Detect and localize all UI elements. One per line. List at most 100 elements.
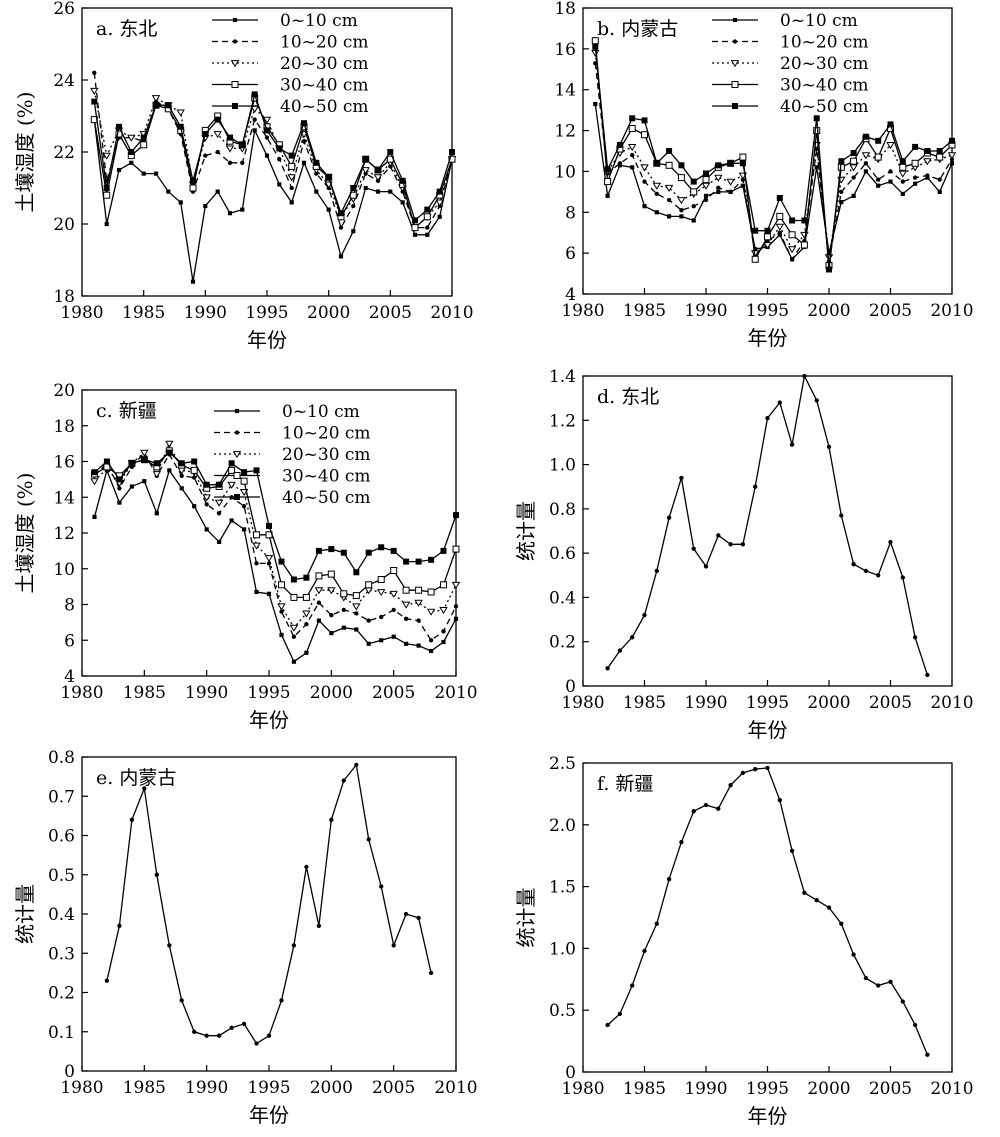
x-tick-label: 2000 <box>807 693 850 713</box>
y-tick-label: 14 <box>53 488 75 508</box>
y-tick-label: 8 <box>64 596 75 616</box>
x-tick-label: 2005 <box>869 1079 912 1099</box>
series-line-0 <box>93 468 457 663</box>
x-tick-label: 1985 <box>623 693 666 713</box>
legend-label: 10~20 cm <box>282 424 371 444</box>
series-line-3 <box>594 40 953 266</box>
y-tick-label: 16 <box>554 40 576 60</box>
panel-title: e. 内蒙古 <box>96 767 176 789</box>
x-tick-label: 1980 <box>561 1079 604 1099</box>
y-tick-label: 22 <box>53 143 75 163</box>
y-tick-label: 26 <box>53 0 75 19</box>
y-tick-label: 2.0 <box>549 816 576 836</box>
y-tick-label: 0.6 <box>48 827 75 847</box>
legend-label: 40~50 cm <box>280 97 369 117</box>
y-tick-label: 0 <box>64 1062 75 1082</box>
legend-label: 10~20 cm <box>780 33 869 53</box>
legend-label: 20~30 cm <box>780 54 869 74</box>
y-tick-label: 1.2 <box>549 411 576 431</box>
y-axis-label: 统计量 <box>13 884 37 944</box>
series-line-0 <box>594 103 953 261</box>
x-tick-label: 1990 <box>684 693 727 713</box>
y-tick-label: 24 <box>53 71 75 91</box>
x-axis-label: 年份 <box>249 1103 289 1127</box>
x-tick-label: 1980 <box>561 693 604 713</box>
plot-frame <box>81 7 453 297</box>
x-tick-label: 1990 <box>185 1078 228 1098</box>
x-tick-label: 2000 <box>310 1078 353 1098</box>
legend-label: 30~40 cm <box>280 76 369 96</box>
x-tick-label: 2005 <box>372 1078 415 1098</box>
x-tick-label: 1990 <box>684 1079 727 1099</box>
series-line-4 <box>93 92 453 222</box>
x-tick-label: 2010 <box>430 303 473 323</box>
series-line-4 <box>594 46 953 270</box>
series-line-0 <box>607 767 929 1055</box>
x-tick-label: 1980 <box>561 301 604 321</box>
x-tick-label: 1985 <box>623 1079 666 1099</box>
x-tick-label: 1985 <box>623 301 666 321</box>
chart-panel-0: 1980 1985 1990 1995 2000 2005 2010 18 20 22 24 26 年份… <box>13 0 474 352</box>
x-tick-label: 2000 <box>807 1079 850 1099</box>
y-tick-label: 18 <box>554 0 576 19</box>
y-tick-label: 8 <box>565 203 576 223</box>
y-tick-label: 10 <box>554 162 576 182</box>
y-tick-label: 0.7 <box>48 787 75 807</box>
x-axis-label: 年份 <box>748 1104 788 1128</box>
x-tick-label: 2010 <box>930 1079 973 1099</box>
x-tick-label: 2005 <box>869 301 912 321</box>
legend-label: 20~30 cm <box>280 54 369 74</box>
y-tick-label: 12 <box>53 524 75 544</box>
y-tick-label: 6 <box>64 631 75 651</box>
x-tick-label: 2000 <box>310 683 353 703</box>
series-line-0 <box>607 373 929 676</box>
x-axis-label: 年份 <box>748 718 788 742</box>
x-axis-label: 年份 <box>249 708 289 732</box>
panel-title: b. 内蒙古 <box>597 18 678 40</box>
y-tick-label: 0 <box>565 677 576 697</box>
legend-label: 40~50 cm <box>780 97 869 117</box>
x-tick-label: 1990 <box>684 301 727 321</box>
x-tick-label: 2000 <box>307 303 350 323</box>
legend-label: 0~10 cm <box>280 11 358 31</box>
y-tick-label: 10 <box>53 560 75 580</box>
chart-panel-5: 1980 1985 1990 1995 2000 2005 2010 0 0.5 1.0 1.5 2.… <box>514 754 974 1128</box>
panel-title: d. 东北 <box>597 386 659 408</box>
x-tick-label: 1990 <box>185 683 228 703</box>
y-tick-label: 0.3 <box>48 944 75 964</box>
series-line-2 <box>94 441 457 629</box>
y-tick-label: 18 <box>53 417 75 437</box>
y-tick-label: 4 <box>64 667 75 687</box>
y-tick-label: 0.8 <box>48 748 75 768</box>
y-tick-label: 0.1 <box>48 1023 75 1043</box>
x-tick-label: 2010 <box>930 301 973 321</box>
y-tick-label: 1.0 <box>549 939 576 959</box>
legend-label: 20~30 cm <box>282 445 371 465</box>
y-axis-label: 统计量 <box>514 888 538 948</box>
y-tick-label: 1.5 <box>549 878 576 898</box>
x-axis-label: 年份 <box>247 328 287 352</box>
x-tick-label: 1985 <box>123 1078 166 1098</box>
x-tick-label: 2010 <box>434 1078 477 1098</box>
x-tick-label: 2005 <box>869 693 912 713</box>
x-tick-label: 2005 <box>372 683 415 703</box>
y-tick-label: 0 <box>565 1063 576 1083</box>
legend-label: 10~20 cm <box>280 33 369 53</box>
x-tick-label: 2010 <box>434 683 477 703</box>
legend-label: 0~10 cm <box>282 402 360 422</box>
y-axis-label: 土壤湿度 (%) <box>13 92 37 213</box>
y-tick-label: 2.5 <box>549 754 576 774</box>
y-tick-label: 1.0 <box>549 456 576 476</box>
series-line-3 <box>94 449 457 599</box>
series-line-1 <box>594 63 953 262</box>
y-tick-label: 20 <box>53 381 75 401</box>
chart-panel-2: 1980 1985 1990 1995 2000 2005 2010 4 6 8 10 12 14 16 1… <box>13 381 478 732</box>
y-tick-label: 0.2 <box>48 984 75 1004</box>
y-tick-label: 14 <box>554 81 576 101</box>
y-tick-label: 0.5 <box>549 1001 576 1021</box>
y-tick-label: 0.5 <box>48 866 75 886</box>
x-tick-label: 1990 <box>184 303 227 323</box>
